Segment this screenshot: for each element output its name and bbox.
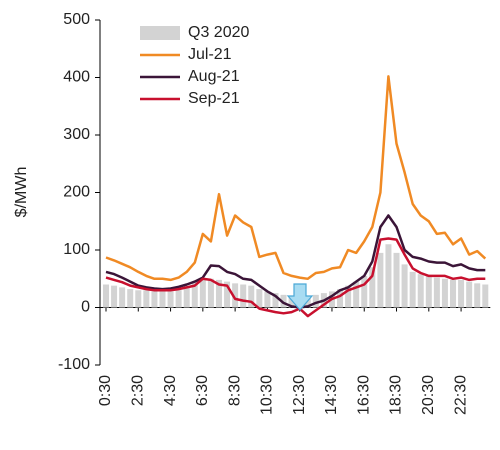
bar [417, 274, 424, 308]
y-tick-label: 0 [81, 299, 90, 316]
line-series [105, 75, 487, 282]
x-tick-label: 10:30 [259, 375, 276, 415]
bar [272, 293, 279, 308]
x-tick-label: 6:30 [194, 375, 211, 406]
bar [183, 287, 190, 308]
bar [361, 275, 368, 308]
bar [337, 289, 344, 308]
legend-label: Jul-21 [188, 46, 232, 63]
y-tick-label: 400 [63, 69, 90, 86]
bar [127, 289, 134, 308]
y-tick-label: 100 [63, 241, 90, 258]
bar [425, 275, 432, 308]
bar [151, 291, 158, 308]
bar [119, 287, 126, 308]
bar [369, 267, 376, 308]
x-tick-label: 18:30 [388, 375, 405, 415]
bar [466, 281, 473, 308]
y-tick-label: -100 [58, 356, 90, 373]
bar [441, 278, 448, 308]
bar [409, 271, 416, 308]
bar [393, 252, 400, 308]
bar [288, 296, 295, 308]
bar [159, 291, 166, 308]
bar [191, 281, 198, 308]
bar [103, 284, 109, 308]
legend-swatch [140, 26, 180, 40]
bar [232, 283, 239, 308]
bar [458, 279, 465, 308]
bar [135, 290, 142, 308]
x-tick-label: 16:30 [355, 375, 372, 415]
line-series [105, 237, 486, 318]
x-tick-label: 0:30 [97, 375, 114, 406]
bar [377, 252, 384, 308]
legend-label: Sep-21 [188, 90, 240, 107]
bar [345, 285, 352, 308]
y-tick-label: 300 [63, 126, 90, 143]
bar [264, 291, 271, 308]
bar [256, 289, 263, 308]
bar [401, 264, 408, 308]
bar [207, 278, 214, 308]
bar [280, 294, 287, 308]
bar [199, 278, 206, 308]
bar [240, 284, 247, 308]
bar [175, 290, 182, 308]
bar [248, 285, 255, 308]
bar [167, 291, 174, 308]
x-tick-label: 8:30 [226, 375, 243, 406]
legend-label: Aug-21 [188, 68, 240, 85]
x-tick-label: 12:30 [291, 375, 308, 415]
x-tick-label: 2:30 [129, 375, 146, 406]
bar [224, 281, 231, 308]
x-tick-label: 22:30 [452, 375, 469, 415]
legend-label: Q3 2020 [188, 24, 249, 41]
bar [111, 285, 118, 308]
bar [353, 281, 360, 308]
x-tick-label: 4:30 [162, 375, 179, 406]
y-axis-label: $/MWh [13, 167, 30, 218]
bar [312, 294, 319, 308]
bar [433, 277, 440, 308]
x-tick-label: 14:30 [323, 375, 340, 415]
line-series [105, 214, 486, 309]
y-tick-label: 200 [63, 184, 90, 201]
arrow-annotation [286, 283, 314, 311]
x-tick-label: 20:30 [420, 375, 437, 415]
bar [215, 279, 222, 308]
bar [143, 290, 150, 308]
bar [482, 284, 489, 308]
bar [385, 244, 392, 308]
bar [474, 283, 481, 308]
y-tick-label: 500 [63, 11, 90, 28]
bar [450, 279, 457, 308]
